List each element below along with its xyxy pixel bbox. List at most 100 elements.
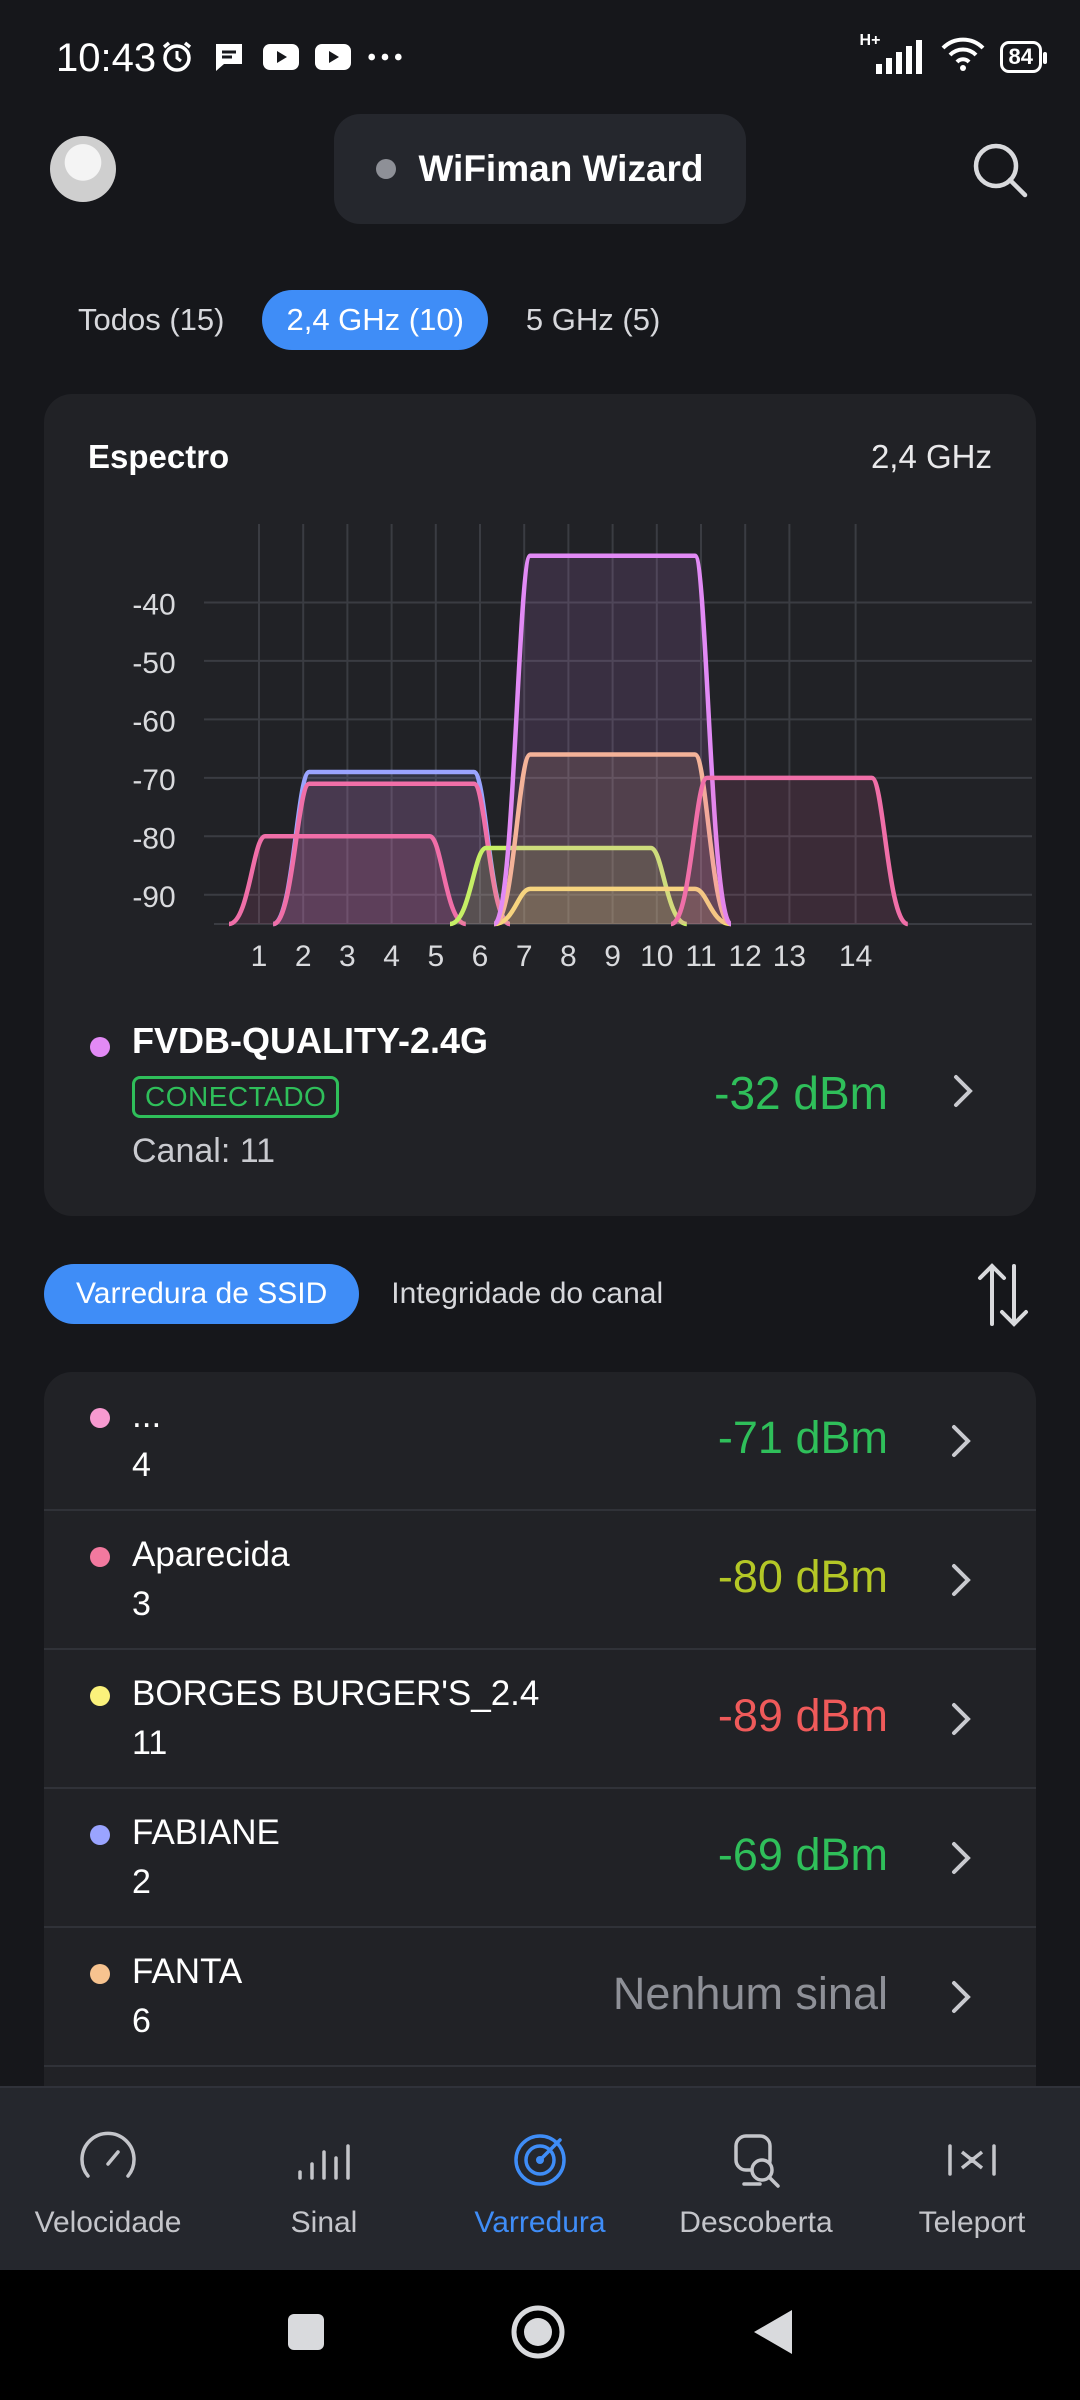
- spectrum-title: Espectro: [88, 438, 230, 475]
- y-tick-label: -90: [132, 881, 175, 914]
- list-item[interactable]: BORGES BURGER'S_2.4 11 -89 dBm: [44, 1650, 1036, 1789]
- network-channel: 6: [132, 2002, 151, 2040]
- scan-mode-toggle: Varredura de SSID Integridade do canal: [44, 1264, 695, 1324]
- x-tick-label: 14: [839, 940, 872, 973]
- nav-label: Varredura: [474, 2206, 606, 2239]
- x-tick-label: 11: [685, 940, 716, 973]
- chevron-right-icon: [944, 1841, 978, 1875]
- x-tick-label: 8: [560, 940, 577, 973]
- network-signal-curve: [449, 845, 688, 927]
- youtube-icon: [314, 38, 352, 76]
- status-bar: 10:43 H+ 84: [0, 0, 1080, 120]
- sort-icon: [978, 1263, 1028, 1327]
- network-color-dot: [90, 1547, 110, 1567]
- speedometer-icon: [80, 2131, 136, 2178]
- nav-teleport[interactable]: Teleport: [864, 2088, 1080, 2270]
- list-item[interactable]: ... 4 -71 dBm: [44, 1372, 1036, 1511]
- radar-icon: [514, 2134, 566, 2186]
- spectrum-chart: -40-50-60-70-80-901 2 3 4 5 6 7 8 9 10 11 12 13 14: [132, 524, 1032, 973]
- network-type: H+: [859, 31, 881, 49]
- status-time: 10:43: [56, 36, 157, 80]
- x-tick-label: 9: [604, 940, 621, 973]
- band-filter-tabs: Todos (15) 2,4 GHz (10) 5 GHz (5): [54, 290, 698, 350]
- page-title: WiFiman Wizard: [418, 148, 704, 189]
- more-icon: [366, 38, 404, 76]
- youtube-icon: [262, 38, 300, 76]
- status-dot: [376, 159, 397, 179]
- nav-label: Velocidade: [34, 2206, 182, 2239]
- tab-5ghz[interactable]: 5 GHz (5): [525, 302, 661, 337]
- sort-button[interactable]: [976, 1260, 1030, 1330]
- network-signal-area: [494, 888, 731, 924]
- network-signal-area: [273, 783, 510, 924]
- network-color-dot: [90, 1964, 110, 1984]
- chevron-right-icon: [944, 1702, 978, 1736]
- chevron-right-icon: [954, 1075, 973, 1107]
- search-icon: [973, 143, 1028, 198]
- connected-network-dot: [90, 1037, 110, 1057]
- network-channel: 4: [132, 1446, 151, 1484]
- system-status: H+ 84: [860, 32, 1048, 77]
- network-channel: 2: [132, 1863, 151, 1901]
- x-tick-label: 10: [640, 940, 673, 973]
- network-channel: 3: [132, 1585, 151, 1623]
- tab-ssid-scan[interactable]: Varredura de SSID: [44, 1264, 360, 1324]
- connected-ssid: FVDB-QUALITY-2.4G: [132, 1020, 489, 1061]
- home-button[interactable]: [510, 2304, 566, 2360]
- x-tick-label: 13: [773, 940, 806, 973]
- list-item[interactable]: FABIANE 2 -69 dBm: [44, 1789, 1036, 1928]
- teleport-icon: [948, 2144, 996, 2176]
- y-tick-label: -50: [132, 647, 175, 680]
- connected-details-button[interactable]: [946, 1074, 980, 1108]
- connected-channel: Canal: 11: [132, 1132, 276, 1170]
- tab-all[interactable]: Todos (15): [78, 302, 225, 337]
- list-item[interactable]: Aparecida 3 -80 dBm: [44, 1511, 1036, 1650]
- chevron-right-icon: [944, 1424, 978, 1458]
- chevron-right-icon: [944, 1563, 978, 1597]
- network-signal: -80 dBm: [717, 1551, 888, 1602]
- y-tick-label: -80: [132, 822, 175, 855]
- nav-signal[interactable]: Sinal: [216, 2088, 432, 2270]
- network-signal: -69 dBm: [717, 1829, 888, 1880]
- signal-bars-icon: [298, 2144, 350, 2180]
- recents-button[interactable]: [286, 2312, 326, 2352]
- list-item[interactable]: FANTA 6 Nenhum sinal: [44, 1928, 1036, 2067]
- tab-2-4ghz[interactable]: 2,4 GHz (10): [262, 290, 488, 350]
- back-button[interactable]: [752, 2308, 794, 2356]
- nav-scan[interactable]: Varredura: [432, 2088, 648, 2270]
- alarm-icon: [158, 38, 196, 76]
- nav-speed[interactable]: Velocidade: [0, 2088, 216, 2270]
- avatar[interactable]: [50, 136, 116, 202]
- x-tick-label: 4: [383, 940, 400, 973]
- x-tick-label: 7: [516, 940, 533, 973]
- network-color-dot: [90, 1686, 110, 1706]
- app-title-pill[interactable]: WiFiman Wizard: [334, 114, 746, 224]
- y-tick-label: -70: [132, 764, 175, 797]
- network-signal: -71 dBm: [717, 1412, 888, 1463]
- notification-icons: [158, 38, 404, 76]
- network-signal-curve: [493, 886, 732, 927]
- search-button[interactable]: [970, 140, 1030, 200]
- nav-label: Sinal: [290, 2206, 358, 2239]
- network-signal: Nenhum sinal: [612, 1968, 888, 2019]
- tab-channel-health[interactable]: Integridade do canal: [391, 1277, 664, 1310]
- network-signal-curve: [670, 775, 909, 927]
- network-ssid: ...: [132, 1396, 162, 1435]
- network-ssid: Aparecida: [132, 1535, 290, 1574]
- network-signal-area: [671, 777, 908, 924]
- network-signal-curve: [228, 834, 467, 927]
- x-tick-label: 2: [295, 940, 312, 973]
- network-list: ... 4 -71 dBm Aparecida 3 -80 dBm BORGES…: [44, 1372, 1036, 2086]
- network-ssid: BORGES BURGER'S_2.4: [132, 1674, 540, 1713]
- nav-label: Descoberta: [679, 2206, 833, 2239]
- wifi-icon: [940, 36, 986, 77]
- network-ssid: FANTA: [132, 1952, 243, 1991]
- network-signal-curve: [493, 752, 733, 927]
- x-tick-label: 5: [427, 940, 444, 973]
- x-tick-label: 3: [339, 940, 356, 973]
- network-signal-area: [273, 772, 510, 924]
- nav-discovery[interactable]: Descoberta: [648, 2088, 864, 2270]
- network-signal-area: [494, 754, 731, 924]
- nav-label: Teleport: [918, 2206, 1026, 2239]
- spectrum-band: 2,4 GHz: [870, 438, 992, 475]
